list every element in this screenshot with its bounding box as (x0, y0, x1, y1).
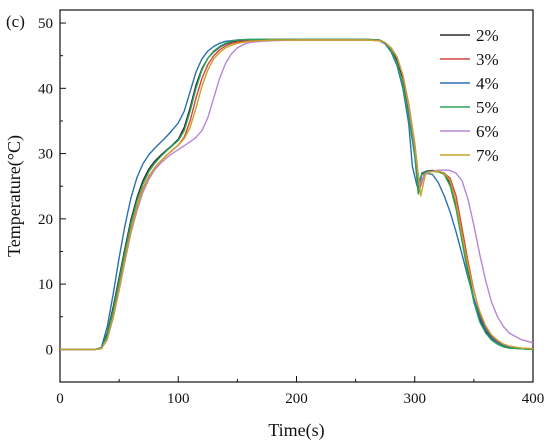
panel-label: (c) (6, 12, 25, 31)
y-tick-label: 50 (38, 16, 53, 32)
series-line-2pct (60, 38, 534, 351)
y-axis-label: Temperature(°C) (4, 135, 25, 257)
y-tick-label: 10 (38, 277, 53, 293)
legend-label: 5% (476, 98, 499, 117)
series-line-7pct (60, 39, 534, 351)
x-axis: 0 100 200 300 400 (56, 376, 544, 407)
y-tick-label: 20 (38, 212, 53, 228)
series-line-4pct (60, 38, 534, 351)
x-tick-label: 300 (404, 391, 427, 407)
series-line-6pct (60, 39, 534, 351)
legend-label: 3% (476, 50, 499, 69)
series-lines (60, 38, 534, 351)
x-tick-label: 100 (167, 391, 190, 407)
legend-label: 4% (476, 74, 499, 93)
x-axis-label: Time(s) (268, 420, 324, 441)
legend: 2% 3% 4% 5% 6% 7% (440, 26, 499, 165)
series-line-3pct (60, 39, 534, 351)
legend-label: 7% (476, 146, 499, 165)
y-tick-label: 40 (38, 81, 53, 97)
x-tick-label: 200 (285, 391, 308, 407)
legend-label: 6% (476, 122, 499, 141)
y-axis: 0 10 20 30 40 50 (38, 16, 66, 358)
y-tick-label: 30 (38, 147, 53, 163)
y-tick-label: 0 (46, 342, 54, 358)
x-tick-label: 400 (522, 391, 545, 407)
series-line-5pct (60, 38, 534, 351)
legend-label: 2% (476, 26, 499, 45)
x-tick-label: 0 (56, 391, 64, 407)
